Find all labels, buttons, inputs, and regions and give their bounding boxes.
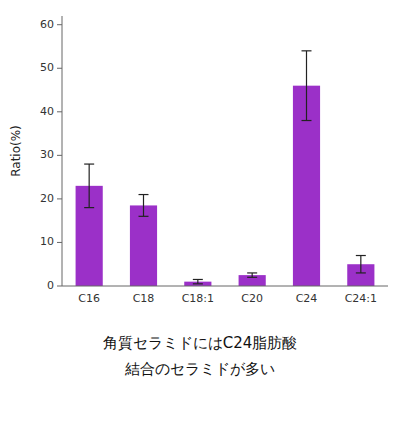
error-bar bbox=[193, 279, 203, 283]
caption: 角質セラミドにはC24脂肪酸 bbox=[103, 334, 298, 352]
x-tick-label: C16 bbox=[78, 292, 100, 305]
error-bar bbox=[356, 256, 366, 273]
x-axis-line bbox=[62, 286, 388, 287]
bar bbox=[239, 275, 266, 286]
caption: 結合のセラミドが多い bbox=[124, 360, 275, 378]
y-tick bbox=[57, 198, 62, 199]
y-tick-label: 60 bbox=[40, 18, 54, 31]
error-bar bbox=[302, 51, 312, 121]
x-tick-label: C24 bbox=[296, 292, 318, 305]
y-tick bbox=[57, 68, 62, 69]
bar bbox=[130, 205, 157, 286]
y-tick-label: 40 bbox=[40, 105, 54, 118]
x-tick-label: C18 bbox=[133, 292, 155, 305]
y-tick bbox=[57, 155, 62, 156]
y-tick bbox=[57, 286, 62, 287]
y-tick-label: 10 bbox=[40, 235, 54, 248]
y-tick-label: 50 bbox=[40, 61, 54, 74]
y-tick bbox=[57, 24, 62, 25]
y-tick bbox=[57, 111, 62, 112]
x-tick-label: C20 bbox=[241, 292, 263, 305]
error-bar bbox=[247, 273, 257, 277]
y-tick bbox=[57, 242, 62, 243]
chart: 0 10 20 30 40 50 60 Ratio(%) C16 C18 C18:1 C20 C24 C2… bbox=[0, 0, 400, 421]
y-tick-label: 30 bbox=[40, 148, 54, 161]
error-bar bbox=[84, 164, 94, 208]
y-tick-label: 0 bbox=[47, 279, 54, 292]
y-axis-label: Ratio(%) bbox=[9, 125, 23, 177]
y-tick-label: 20 bbox=[40, 192, 54, 205]
error-bar bbox=[139, 195, 149, 217]
plot-area bbox=[76, 51, 375, 286]
x-tick-label: C18:1 bbox=[182, 292, 214, 305]
x-tick-label: C24:1 bbox=[345, 292, 377, 305]
chart-container: 0 10 20 30 40 50 60 Ratio(%) C16 C18 C18:1 C20 C24 C2… bbox=[0, 0, 400, 421]
y-axis-line bbox=[62, 16, 63, 286]
